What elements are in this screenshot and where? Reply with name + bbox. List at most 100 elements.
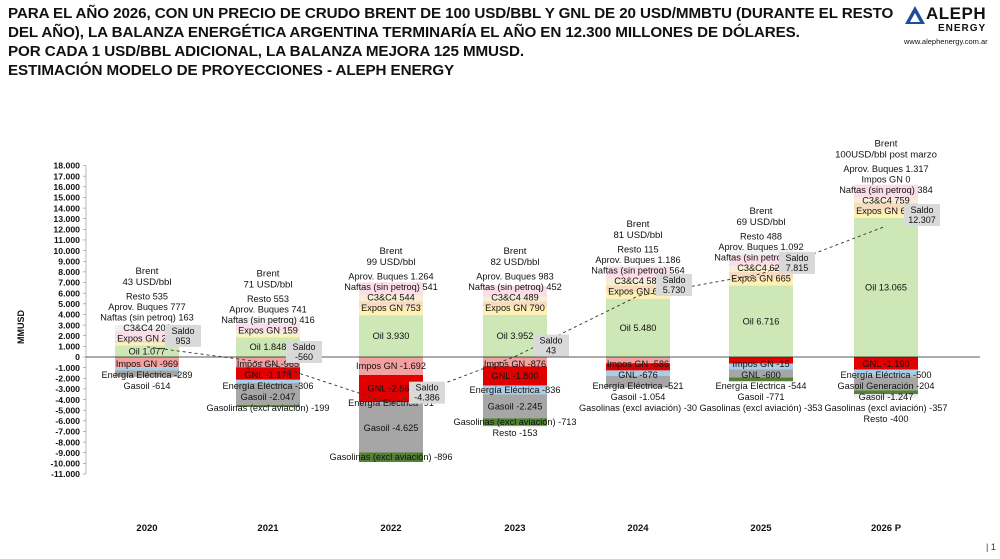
saldo-box bbox=[165, 324, 201, 347]
bar-segment-c3c4 bbox=[115, 340, 179, 343]
saldo-title: Saldo bbox=[171, 326, 194, 336]
y-tick-label: -10.000 bbox=[51, 459, 81, 469]
bar-label-gasoil: Gasoil -2.245 bbox=[488, 401, 543, 411]
bar-label-expos_gn: Expos GN 159 bbox=[238, 325, 298, 335]
bar-segment-resto bbox=[729, 249, 793, 255]
saldo-box bbox=[904, 204, 940, 227]
bar-label-impos_gn: Impos GN -586 bbox=[607, 359, 669, 369]
bar-segment-energia_electrica bbox=[359, 402, 423, 404]
bar-label-energia_electrica: Energía Eléctrica -91 bbox=[348, 398, 434, 408]
bar-label-impos_gn: Impos GN -969 bbox=[116, 359, 178, 369]
saldo-box bbox=[409, 381, 445, 404]
bar-label-energia_electrica: Energía Eléctrica -289 bbox=[102, 370, 193, 380]
title-line-2: DEL AÑO), LA BALANZA ENERGÉTICA ARGENTIN… bbox=[8, 24, 800, 41]
y-tick-label: 6.000 bbox=[58, 288, 80, 298]
bar-segment-energia_electrica bbox=[729, 363, 793, 370]
saldo-box bbox=[286, 340, 322, 363]
y-tick-label: -7.000 bbox=[55, 427, 80, 437]
logo-sub: ENERGY bbox=[938, 23, 987, 34]
bar-segment-gasolinas bbox=[359, 452, 423, 463]
brent-label: Brent bbox=[136, 266, 159, 277]
title-line-4: ESTIMACIÓN MODELO DE PROYECCIONES - ALEP… bbox=[8, 62, 455, 79]
bar-segment-aprov_buques bbox=[606, 266, 670, 280]
bar-segment-aprov_buques bbox=[729, 254, 793, 267]
brent-price-label: 43 USD/bbl bbox=[122, 277, 171, 288]
y-tick-label: -2.000 bbox=[55, 373, 80, 383]
bar-label-c3c4: C3&C4 628 bbox=[737, 263, 785, 273]
brent-label: Brent bbox=[257, 268, 280, 279]
bar-label-expos_gn: Expos GN 753 bbox=[361, 303, 421, 313]
bar-segment-resto bbox=[115, 325, 179, 331]
bar-segment-c3c4 bbox=[729, 271, 793, 279]
bar-segment-gnl bbox=[729, 357, 793, 364]
y-tick-label: 8.000 bbox=[58, 267, 80, 277]
bar-label-gasolinas: Gasolinas (excl aviación) -353 bbox=[699, 403, 822, 413]
brent-label: Brent bbox=[504, 246, 527, 257]
saldo-value: 5.730 bbox=[663, 285, 686, 295]
x-tick-label: 2025 bbox=[750, 523, 772, 534]
bar-segment-aprov_buques bbox=[854, 184, 918, 199]
bar-label-impos_gn_pos: Impos GN 0 bbox=[861, 175, 910, 185]
y-tick-label: 1.000 bbox=[58, 342, 80, 352]
y-tick-label: -6.000 bbox=[55, 416, 80, 426]
bar-segment-oil bbox=[606, 298, 670, 357]
bar-label-resto: Resto 553 bbox=[247, 294, 289, 304]
brent-price-label: 99 USD/bbl bbox=[366, 257, 415, 268]
bar-segment-aprov_buques bbox=[236, 323, 300, 332]
bar-label-expos_gn: Expos GN 250 bbox=[117, 334, 177, 344]
bar-segment-energia_electrica bbox=[606, 370, 670, 376]
brent-label: Brent bbox=[750, 206, 773, 217]
bar-segment-c3c4 bbox=[359, 301, 423, 308]
title-line-1: PARA EL AÑO 2026, CON UN PRECIO DE CRUDO… bbox=[8, 5, 894, 22]
bar-segment-c3c4 bbox=[606, 285, 670, 292]
y-tick-label: 4.000 bbox=[58, 310, 80, 320]
saldo-title: Saldo bbox=[292, 342, 315, 352]
bar-label-c3c4: C3&C4 544 bbox=[367, 293, 415, 303]
title-line-3: POR CADA 1 USD/BBL ADICIONAL, LA BALANZA… bbox=[8, 43, 524, 60]
brent-label: Brent bbox=[875, 139, 898, 150]
bar-segment-impos_gn bbox=[359, 357, 423, 375]
bar-segment-naftas bbox=[115, 338, 179, 341]
bar-segment-gasoil bbox=[729, 369, 793, 378]
chart-title-block: PARA EL AÑO 2026, CON UN PRECIO DE CRUDO… bbox=[8, 4, 894, 80]
bar-segment-expos_gn bbox=[359, 307, 423, 316]
y-tick-label: 15.000 bbox=[53, 193, 80, 203]
bar-segment-c3c4 bbox=[854, 202, 918, 211]
x-tick-label: 2026 P bbox=[871, 523, 902, 534]
bar-segment-gasoil bbox=[854, 377, 918, 391]
bar-segment-oil bbox=[854, 218, 918, 357]
bar-label-aprov_buques: Aprov. Buques 777 bbox=[108, 302, 185, 312]
bar-label-impos_gn: Impos GN -15 bbox=[732, 359, 789, 369]
bar-label-c3c4: C3&C4 759 bbox=[862, 196, 910, 206]
bar-label-oil: Oil 6.716 bbox=[743, 316, 780, 326]
bar-segment-resto bbox=[236, 317, 300, 324]
y-tick-label: 7.000 bbox=[58, 278, 80, 288]
bar-label-resto: Resto 535 bbox=[126, 292, 168, 302]
bar-segment-expos_gn bbox=[606, 291, 670, 299]
bar-segment-expos_gn bbox=[854, 210, 918, 219]
saldo-value: 7.815 bbox=[786, 263, 809, 273]
bar-segment-energia_electrica bbox=[115, 367, 179, 371]
saldo-value: 12.307 bbox=[908, 215, 936, 225]
bar-segment-impos_gn bbox=[236, 357, 300, 368]
bar-label-aprov_buques: Aprov. Buques 1.092 bbox=[718, 242, 803, 252]
bar-segment-oil bbox=[359, 315, 423, 357]
bar-label-generacion: Gasoil Generación -204 bbox=[837, 381, 934, 391]
x-tick-label: 2022 bbox=[380, 523, 401, 534]
bar-segment-naftas bbox=[359, 295, 423, 302]
bar-label-gasolinas: Gasolinas (excl aviación) -199 bbox=[206, 403, 329, 413]
bar-label-gasolinas: Gasolinas (excl aviación) -713 bbox=[453, 417, 576, 427]
bar-label-c3c4: C3&C4 582 bbox=[614, 276, 662, 286]
y-tick-label: -8.000 bbox=[55, 437, 80, 447]
bar-label-gasoil: Gasoil -2.047 bbox=[241, 392, 296, 402]
saldo-value: -560 bbox=[295, 352, 313, 362]
bar-segment-gasoil bbox=[236, 383, 300, 405]
bar-label-resto: Resto 488 bbox=[740, 232, 782, 242]
y-tick-label: -5.000 bbox=[55, 405, 80, 415]
bar-segment-aprov_buques bbox=[359, 282, 423, 296]
saldo-line bbox=[146, 225, 887, 405]
bar-segment-resto bbox=[483, 425, 547, 428]
y-tick-label: -11.000 bbox=[51, 469, 80, 479]
bar-label-gnl: GNL -600 bbox=[741, 370, 781, 380]
